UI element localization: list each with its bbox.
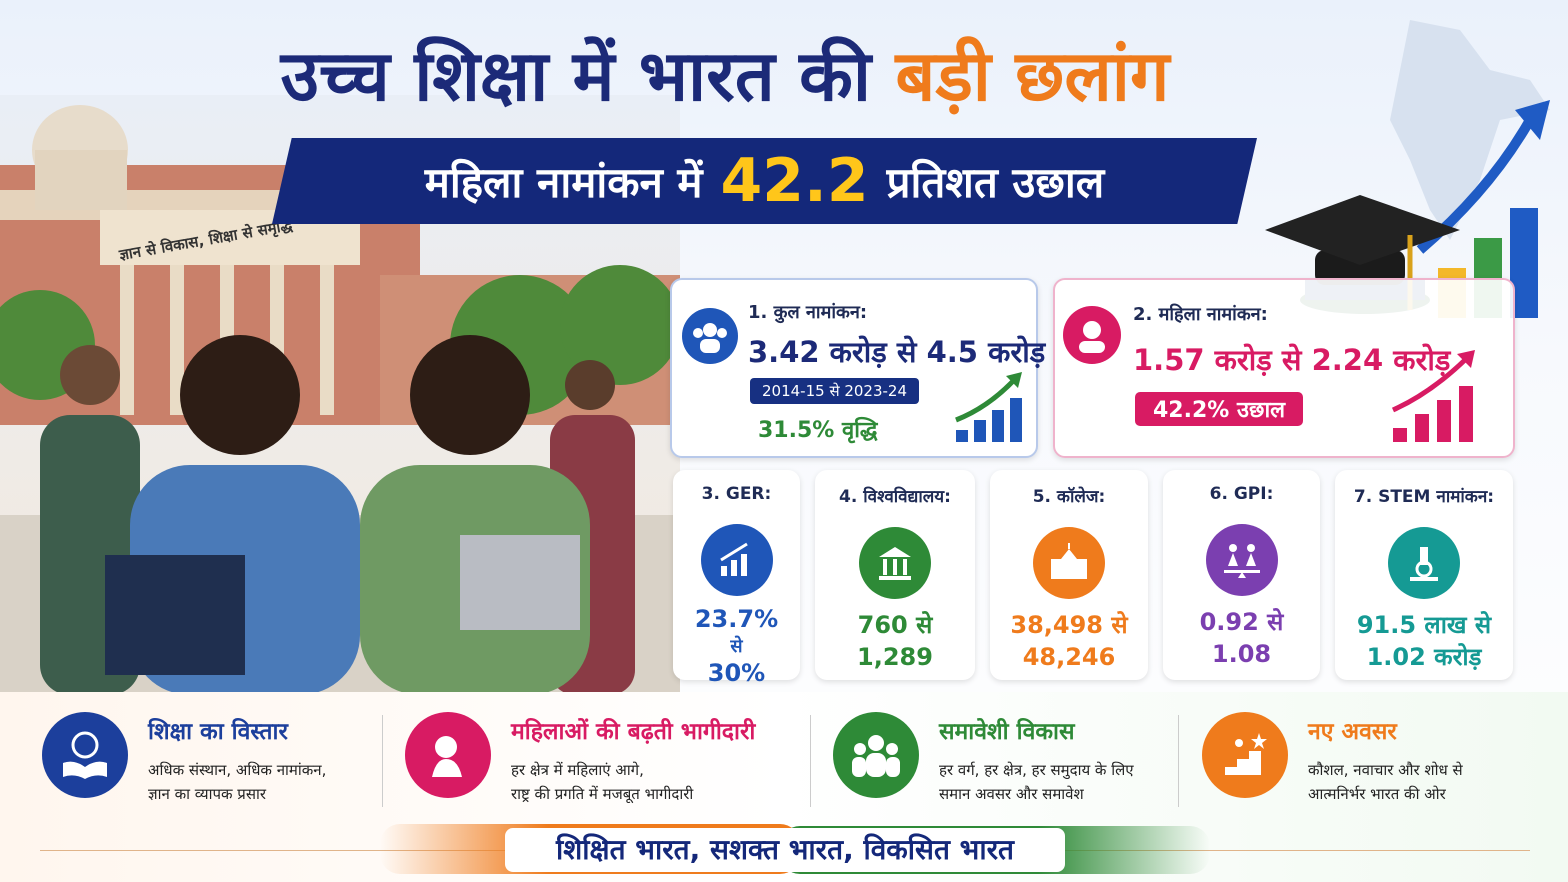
card-note: 31.5% वृद्धि <box>758 418 878 443</box>
text-line: अधिक संस्थान, अधिक नामांकन, <box>148 761 327 779</box>
stat-card: 3. GER: 23.7% से 30% <box>673 470 800 687</box>
value-line: 0.92 से <box>1199 608 1284 636</box>
highlight: शिक्षा का विस्तार अधिक संस्थान, अधिक नाम… <box>42 712 382 812</box>
card-value: 760 से 1,289 <box>815 609 975 673</box>
text-line: कौशल, नवाचार और शोध से <box>1308 761 1463 779</box>
card-label: 5. कॉलेज: <box>1032 487 1106 507</box>
separator <box>1178 715 1179 807</box>
card-label: 2. महिला नामांकन: <box>1133 304 1268 325</box>
footer-slogan: शिक्षित भारत, सशक्त भारत, विकसित भारत <box>505 828 1065 872</box>
stat-card: 5. कॉलेज: 38,498 से 48,246 <box>990 470 1148 680</box>
stat-card: 1. कुल नामांकन: 3.42 करोड़ से 4.5 करोड़ … <box>670 278 1045 458</box>
highlight-text: कौशल, नवाचार और शोध से आत्मनिर्भर भारत की… <box>1308 758 1463 806</box>
icon <box>1388 527 1460 599</box>
icon <box>1391 350 1475 442</box>
separator <box>810 715 811 807</box>
highlight-title: समावेशी विकास <box>939 719 1075 745</box>
text-line: ज्ञान का व्यापक प्रसार <box>148 785 266 803</box>
icon <box>682 308 738 364</box>
text-line: राष्ट्र की प्रगति में मजबूत भागीदारी <box>511 785 694 803</box>
card-value: 0.92 से 1.08 <box>1163 606 1320 670</box>
icon <box>405 712 491 798</box>
highlight-title: शिक्षा का विस्तार <box>148 719 288 745</box>
value-line: 23.7% <box>694 605 779 633</box>
icon <box>1033 527 1105 599</box>
icon <box>42 712 128 798</box>
text-line: आत्मनिर्भर भारत की ओर <box>1308 785 1446 803</box>
banner-text: महिला नामांकन में <box>424 157 703 207</box>
text-line: हर वर्ग, हर क्षेत्र, हर समुदाय के लिए <box>939 761 1134 779</box>
value-line: से <box>730 636 743 657</box>
highlight: समावेशी विकास हर वर्ग, हर क्षेत्र, हर सम… <box>833 712 1183 812</box>
card-note: 42.2% उछाल <box>1135 392 1304 426</box>
value-line: 1,289 <box>857 643 933 671</box>
value-line: 38,498 से <box>1010 611 1128 639</box>
card-period: 2014-15 से 2023-24 <box>750 378 920 404</box>
highlight: नए अवसर कौशल, नवाचार और शोध से आत्मनिर्भर… <box>1202 712 1542 812</box>
stat-card: 4. विश्वविद्यालय: 760 से 1,289 <box>815 470 975 680</box>
title-highlight: बड़ी छलांग <box>895 35 1170 117</box>
title: उच्च शिक्षा में भारत की बड़ी छलांग <box>0 25 1450 121</box>
card-label: 1. कुल नामांकन: <box>748 302 868 323</box>
stat-card: 2. महिला नामांकन: 1.57 करोड़ से 2.24 करो… <box>1053 278 1515 458</box>
icon <box>1202 712 1288 798</box>
value-line: 760 से <box>857 611 933 639</box>
banner-text: प्रतिशत उछाल <box>886 157 1105 207</box>
card-value: 1.57 करोड़ से 2.24 करोड़ <box>1133 343 1451 377</box>
card-value: 23.7% से 30% <box>673 606 800 687</box>
stat-card: 7. STEM नामांकन: 91.5 लाख से 1.02 करोड़ <box>1335 470 1513 680</box>
stat-card: 6. GPI: 0.92 से 1.08 <box>1163 470 1320 680</box>
value-line: 48,246 <box>1022 643 1116 671</box>
icon <box>1205 524 1278 596</box>
card-value: 38,498 से 48,246 <box>990 609 1148 673</box>
highlight: महिलाओं की बढ़ती भागीदारी हर क्षेत्र में… <box>405 712 825 812</box>
icon <box>1063 306 1121 364</box>
value-line: 30% <box>707 659 766 687</box>
card-label: 6. GPI: <box>1209 484 1274 504</box>
text-line: हर क्षेत्र में महिलाएं आगे, <box>511 761 644 779</box>
highlight-text: हर वर्ग, हर क्षेत्र, हर समुदाय के लिए समा… <box>939 758 1134 806</box>
icon <box>859 527 931 599</box>
highlight-title: नए अवसर <box>1308 719 1397 745</box>
banner-number: 42.2 <box>720 146 869 216</box>
icon <box>700 524 773 596</box>
separator <box>382 715 383 807</box>
card-value: 3.42 करोड़ से 4.5 करोड़ <box>748 335 1046 369</box>
banner: महिला नामांकन में 42.2 प्रतिशत उछाल <box>272 138 1257 224</box>
value-line: 1.08 <box>1211 640 1272 668</box>
highlight-text: अधिक संस्थान, अधिक नामांकन, ज्ञान का व्या… <box>148 758 326 806</box>
highlight-title: महिलाओं की बढ़ती भागीदारी <box>511 719 756 745</box>
value-line: 1.02 करोड़ <box>1366 643 1482 671</box>
icon <box>955 372 1022 442</box>
title-text: उच्च शिक्षा में भारत की <box>280 35 871 117</box>
text-line: समान अवसर और समावेश <box>939 785 1084 803</box>
card-label: 7. STEM नामांकन: <box>1353 487 1495 507</box>
highlight-text: हर क्षेत्र में महिलाएं आगे, राष्ट्र की प्… <box>511 758 693 806</box>
value-line: 91.5 लाख से <box>1356 611 1492 639</box>
card-label: 4. विश्वविद्यालय: <box>839 487 951 507</box>
icon <box>833 712 919 798</box>
card-label: 3. GER: <box>701 484 772 504</box>
card-value: 91.5 लाख से 1.02 करोड़ <box>1335 609 1513 673</box>
